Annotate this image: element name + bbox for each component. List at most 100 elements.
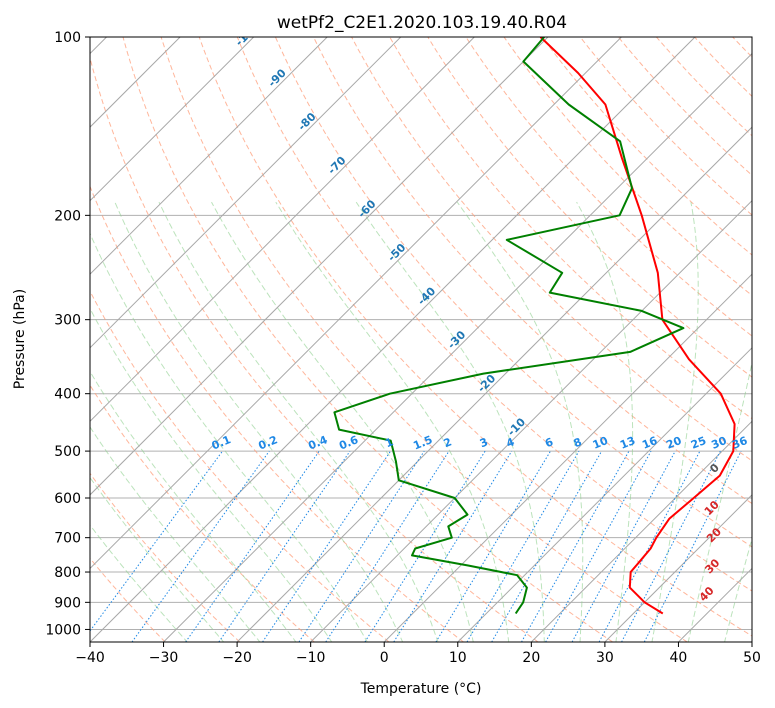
isotherm: [90, 37, 255, 202]
y-tick-label: 400: [54, 387, 81, 403]
dry-adiabat: [503, 37, 752, 297]
y-tick-label: 300: [54, 313, 81, 329]
x-axis-label: Temperature (°C): [360, 681, 482, 697]
isotherm: [530, 420, 752, 642]
y-tick-label: 800: [54, 565, 81, 581]
moist-adiabat: [355, 201, 545, 642]
y-tick-label: 200: [54, 208, 81, 224]
dry-adiabat: [90, 185, 464, 642]
moist-adiabat: [90, 307, 333, 642]
isotherm: [236, 126, 752, 642]
dry-adiabat: [694, 37, 752, 98]
mixing-ratio-line: [545, 450, 652, 642]
y-tick-label: 900: [54, 595, 81, 611]
mixing-ratio-line: [218, 450, 351, 642]
mixing-ratio-label: 1.5: [411, 433, 434, 452]
moist-adiabat: [456, 201, 584, 642]
y-tick-label: 700: [54, 531, 81, 547]
moist-adiabat: [651, 202, 699, 642]
mixing-ratio-line: [325, 450, 450, 642]
mixing-ratio-label: 30: [710, 434, 729, 452]
mixing-ratio-line: [643, 450, 742, 642]
dry-adiabat: [351, 37, 752, 462]
mixing-ratio-line: [571, 450, 676, 642]
moist-adiabat: [90, 232, 368, 642]
moist-adiabat: [275, 201, 510, 642]
moist-adiabat: [158, 201, 439, 642]
dry-adiabat: [90, 557, 166, 642]
mixing-ratio-label: 20: [664, 434, 683, 452]
isotherm: [751, 641, 752, 642]
moist-adiabat: [90, 426, 261, 642]
plot-frame: [89, 36, 753, 643]
moist-adiabat: [90, 524, 188, 642]
mixing-ratio-label: 0.4: [306, 433, 329, 452]
mixing-ratio-line: [598, 450, 701, 642]
moist-adiabat: [114, 201, 404, 642]
y-axis-label: Pressure (hPa): [12, 289, 28, 389]
dry-adiabat: [771, 37, 775, 642]
mixing-ratio-label: 2: [442, 435, 454, 450]
moist-adiabat: [211, 201, 474, 642]
isotherm: [457, 347, 752, 642]
temperature-line: [539, 37, 736, 615]
dry-adiabat: [160, 37, 688, 642]
dry-adiabat: [122, 37, 613, 642]
isotherm-label: -60: [355, 197, 378, 220]
isotherm-label: -50: [385, 241, 408, 264]
x-tick-label: 50: [743, 650, 761, 666]
isotherm: [90, 37, 328, 275]
mixing-ratio-label: 25: [689, 434, 708, 452]
moist-adiabat-label: 30: [702, 556, 722, 576]
dry-adiabat: [465, 37, 752, 337]
mixing-ratio-line: [90, 450, 223, 632]
moist-adiabat: [687, 360, 752, 642]
moist-adiabat: [90, 476, 225, 642]
isotherm: [678, 567, 752, 642]
x-tick-label: 10: [449, 650, 467, 666]
mixing-ratio-label: 8: [572, 435, 584, 450]
moist-adiabat-label: 40: [697, 584, 717, 604]
mixing-ratio-label: 16: [640, 434, 659, 452]
dry-adiabat: [656, 37, 752, 137]
mixing-ratio-label: 6: [543, 435, 555, 450]
dry-adiabat: [389, 37, 752, 420]
dry-adiabat: [313, 37, 752, 505]
x-tick-label: 40: [670, 650, 688, 666]
x-tick-label: 30: [596, 650, 614, 666]
dry-adiabat: [90, 290, 390, 642]
dewpoint-line: [333, 37, 685, 615]
x-tick-label: −30: [149, 650, 179, 666]
isotherm: [90, 37, 549, 496]
isotherm-label: -100: [233, 20, 262, 49]
mixing-ratio-line: [521, 450, 630, 642]
isotherm: [604, 494, 752, 642]
mixing-ratio-line: [435, 450, 551, 642]
dry-adiabat: [198, 37, 752, 637]
isotherm-label: -80: [295, 110, 318, 133]
mixing-ratio-label: 13: [618, 434, 637, 452]
moist-adiabat-label: 20: [704, 525, 724, 545]
isotherm: [90, 37, 696, 642]
x-tick-label: −40: [75, 650, 105, 666]
mixing-ratio-label: 1: [383, 435, 395, 450]
chart-title: wetPf2_C2E1.2020.103.19.40.R04: [277, 13, 567, 33]
mixing-ratio-line: [393, 450, 513, 642]
isotherm-label: -30: [445, 328, 468, 351]
mixing-ratio-label: 10: [591, 434, 610, 452]
mixing-ratio-label: 0.6: [337, 433, 360, 452]
dry-adiabat: [236, 37, 752, 592]
mixing-ratio-label: 36: [730, 434, 749, 452]
isotherm: [90, 37, 622, 570]
x-tick-label: 20: [522, 650, 540, 666]
isotherm: [383, 273, 752, 642]
mixing-ratio-line: [298, 450, 425, 642]
moist-adiabat: [90, 370, 297, 642]
x-tick-label: 0: [380, 650, 389, 666]
y-tick-label: 600: [54, 491, 81, 507]
y-tick-label: 1000: [45, 622, 81, 638]
mixing-ratio-line: [131, 450, 270, 642]
isotherm: [163, 52, 752, 642]
dry-adiabat: [90, 472, 241, 642]
